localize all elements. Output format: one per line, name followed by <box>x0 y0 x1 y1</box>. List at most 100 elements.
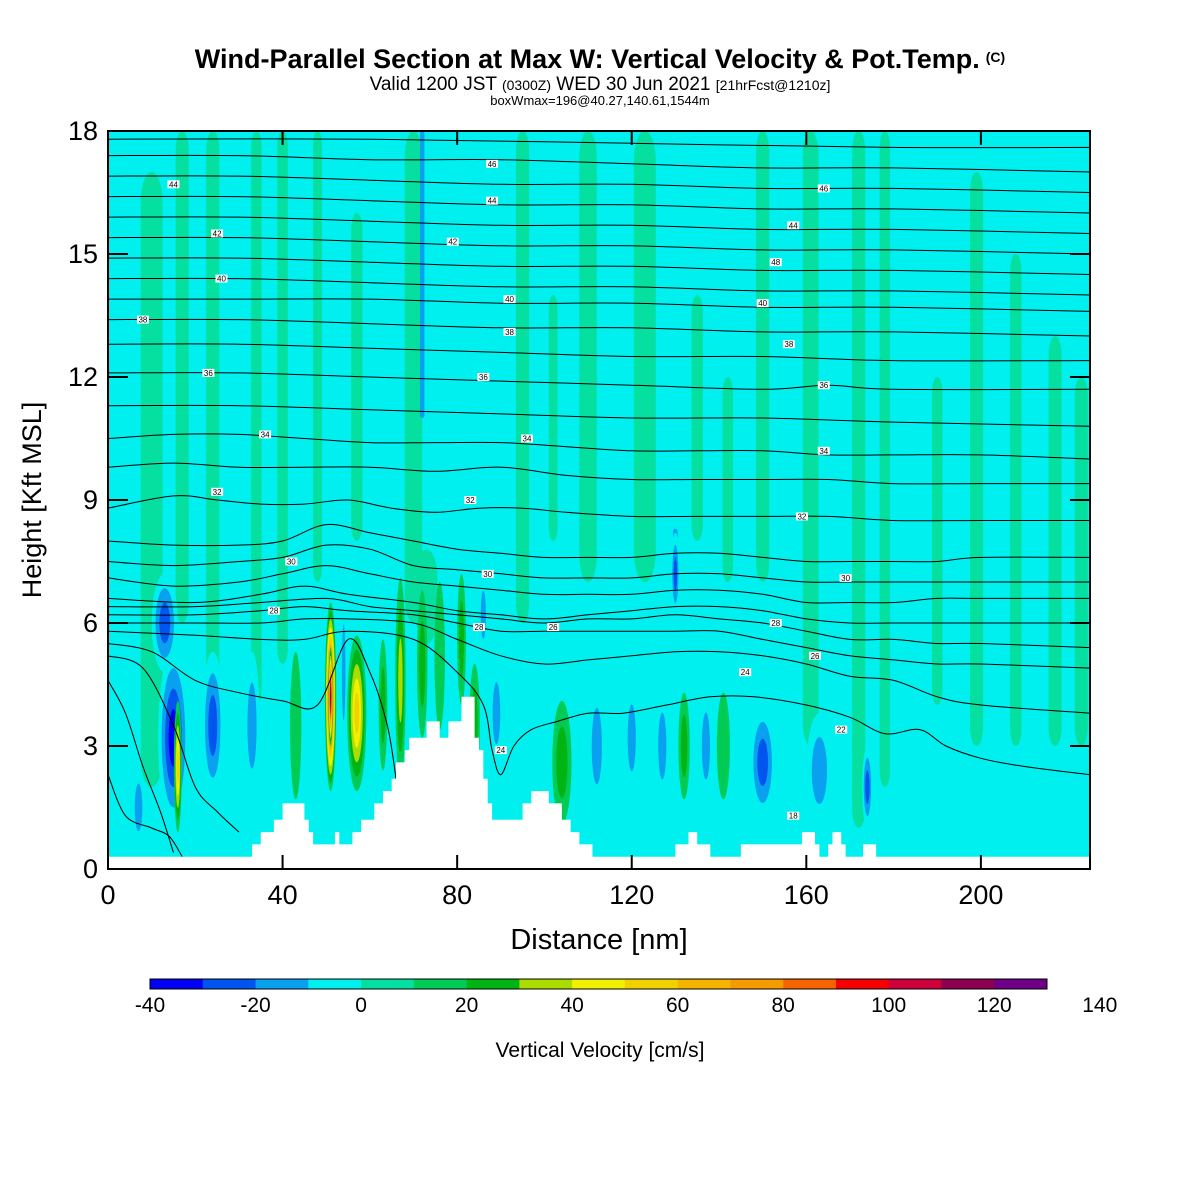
isentrope-label: 38 <box>503 327 516 337</box>
isentrope-label-bg <box>259 430 272 439</box>
isentrope-label-bg <box>494 746 507 755</box>
field-velocity-cell <box>289 651 302 800</box>
colorbar-swatch <box>677 979 731 989</box>
field-velocity-cell <box>134 783 143 832</box>
isentropes <box>108 138 1090 857</box>
isentrope-label-text: 36 <box>479 373 488 382</box>
isentrope-label-bg <box>481 569 494 578</box>
isentrope-label: 18 <box>787 811 800 821</box>
y-axis-label: Height [Kft MSL] <box>17 402 47 599</box>
isentrope-label-bg <box>839 573 852 582</box>
isentrope-label-text: 24 <box>496 746 505 755</box>
chart-title: Wind-Parallel Section at Max W: Vertical… <box>0 44 1200 75</box>
isentrope-label-bg <box>769 619 782 627</box>
isentrope-label-text: 38 <box>505 328 514 337</box>
field-velocity-cell <box>458 601 465 678</box>
isentrope-label-bg <box>136 315 149 324</box>
isentrope-line <box>108 565 1090 604</box>
field-velocity-cell <box>627 704 636 772</box>
x-tick-label: 40 <box>268 880 298 910</box>
isentrope-label-bg <box>202 368 215 377</box>
isentrope-line <box>108 495 1090 522</box>
isentrope-label-text: 22 <box>837 726 846 735</box>
colorbar-tick-label: 120 <box>977 994 1012 1017</box>
isentrope-label-bg <box>211 487 224 496</box>
colorbar-swatch <box>308 979 362 989</box>
isentrope-label: 30 <box>285 557 298 567</box>
colorbar-swatch <box>994 979 1048 989</box>
isentrope-label-text: 44 <box>488 197 497 206</box>
isentrope-label-text: 40 <box>505 295 514 304</box>
isentrope-label: 34 <box>259 430 272 439</box>
valid-time-utc: (0300Z) <box>501 77 552 93</box>
field-streak <box>206 131 220 705</box>
isentrope-label: 48 <box>769 258 782 267</box>
colorbar-swatch <box>730 979 784 989</box>
isentrope-label: 36 <box>477 373 490 382</box>
colorbar-swatch <box>519 979 573 989</box>
y-tick-label: 3 <box>83 731 98 761</box>
colorbar-swatch <box>835 979 890 989</box>
isentrope-label-bg <box>446 237 459 246</box>
field-velocity-cell <box>701 712 711 780</box>
isentrope-label-bg <box>817 381 830 390</box>
isentrope-label: 28 <box>472 623 485 632</box>
isentrope-label: 36 <box>202 368 215 378</box>
isentrope-label-bg <box>211 229 224 238</box>
isentrope-line <box>108 462 1090 485</box>
field-velocity-cell <box>419 620 426 708</box>
valid-time-line: Valid 1200 JST (0300Z) WED 30 Jun 2021 [… <box>0 74 1200 96</box>
y-tick-label: 15 <box>68 239 98 269</box>
isentrope-labels: 44 42 40 38 36 34 32 30 28 46 44 42 40 38 36 34 32 30 28 26… <box>136 159 852 821</box>
field-streak <box>969 172 984 746</box>
isentrope-label-text: 26 <box>549 623 558 632</box>
field-streak <box>404 131 423 623</box>
isentrope-label: 28 <box>769 619 782 628</box>
isentrope-label: 40 <box>756 299 769 308</box>
isentrope-label: 24 <box>494 746 507 755</box>
isentrope-label-text: 34 <box>261 430 270 439</box>
field-downdraft-streak <box>420 131 425 418</box>
isentrope-label-text: 36 <box>819 381 828 390</box>
isentrope-label-text: 36 <box>204 369 213 378</box>
isentrope-line <box>108 195 1090 214</box>
isentrope-label-text: 18 <box>789 812 798 821</box>
isentrope-label-bg <box>167 180 180 189</box>
box-wmax-info: boxWmax=196@40.27,140.61,1544m <box>490 93 710 108</box>
field-velocity-cell <box>176 749 179 784</box>
isentrope-label-text: 46 <box>488 160 497 169</box>
x-tick-label: 200 <box>958 880 1003 910</box>
isentrope-label-bg <box>503 295 516 304</box>
colorbar-tick-label: -20 <box>240 994 270 1017</box>
isentrope-line <box>108 774 183 857</box>
isentrope-label-text: 28 <box>475 623 484 632</box>
field-streak <box>802 131 819 746</box>
x-tick-label: 80 <box>442 880 472 910</box>
isentrope-line <box>108 404 1090 427</box>
colorbar-label: Vertical Velocity [cm/s] <box>496 1039 705 1062</box>
field-streak <box>516 131 530 623</box>
forecast-info: [21hrFcst@1210z] <box>715 77 831 93</box>
field-streak <box>579 131 597 582</box>
isentrope-label-text: 40 <box>217 275 226 284</box>
isentrope-label: 46 <box>817 184 830 193</box>
isentrope-label: 36 <box>817 381 830 390</box>
isentrope-label-text: 34 <box>819 447 828 456</box>
isentrope-label: 30 <box>481 569 494 579</box>
y-tick-label: 9 <box>83 485 98 515</box>
isentrope-line <box>108 630 1090 776</box>
field-velocity-cell <box>865 770 870 804</box>
isentrope-label-text: 42 <box>213 230 222 239</box>
isentrope-label: 34 <box>817 446 830 456</box>
colorbar-swatch <box>150 979 204 989</box>
isentrope-line <box>108 544 1090 583</box>
isentrope-label-text: 24 <box>741 668 750 677</box>
isentrope-label-bg <box>503 327 516 336</box>
colorbar-tick-label: 140 <box>1082 994 1117 1017</box>
isentrope-label-bg <box>486 196 499 205</box>
colorbar-swatch <box>466 979 520 989</box>
colorbar-tick-label: -40 <box>135 994 165 1017</box>
x-tick-label: 120 <box>609 880 654 910</box>
isentrope-label: 30 <box>839 573 852 583</box>
